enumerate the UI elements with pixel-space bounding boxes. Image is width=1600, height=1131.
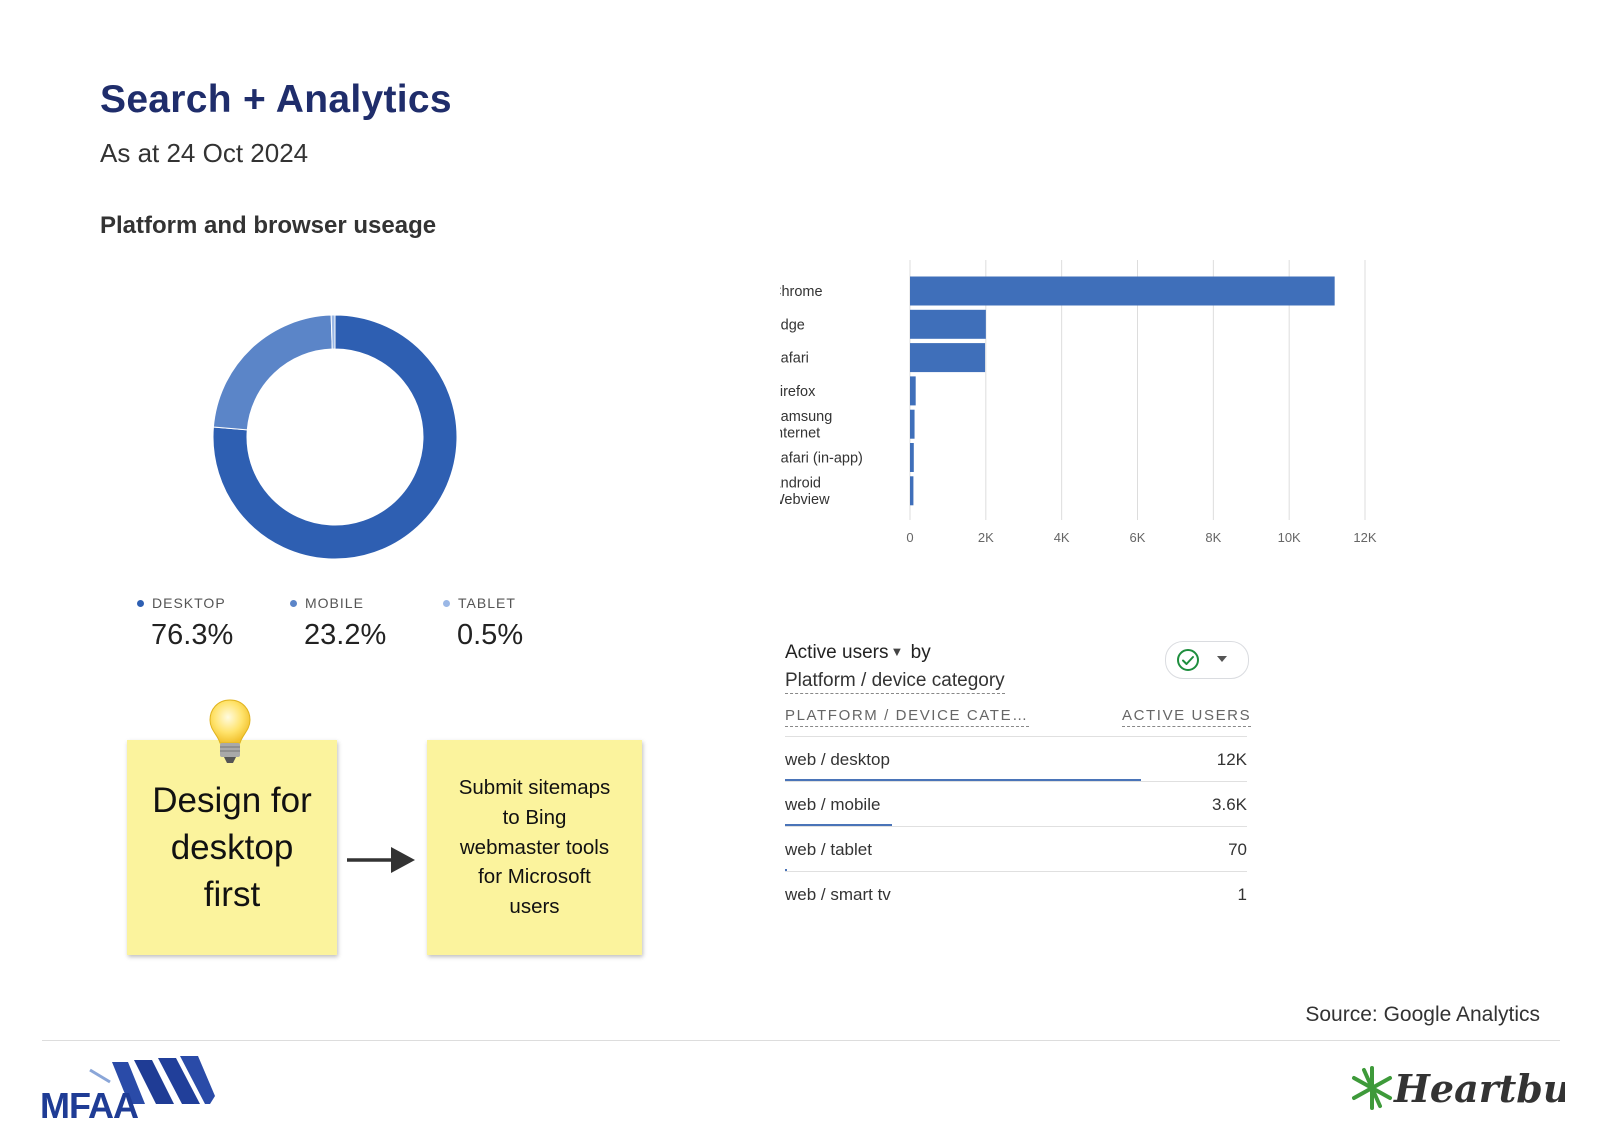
dropdown-arrow-icon	[1217, 656, 1227, 662]
metric-selector[interactable]: Active users	[785, 642, 889, 663]
row-active-users-value: 1	[1237, 885, 1247, 904]
category-label: SamsungInternet	[780, 409, 832, 442]
table-row[interactable]: web / desktop 12K	[785, 736, 1247, 782]
burst-icon	[1352, 1066, 1392, 1110]
legend-label: TABLET	[458, 595, 516, 611]
legend-label: DESKTOP	[152, 595, 226, 611]
source-note: Source: Google Analytics	[1305, 1003, 1540, 1026]
legend-item-desktop: DESKTOP 76.3%	[137, 595, 287, 652]
mfaa-logo-text: MFAA	[40, 1085, 139, 1122]
legend-label: MOBILE	[305, 595, 364, 611]
table-row[interactable]: web / smart tv 1	[785, 871, 1247, 916]
arrow-right-icon	[347, 847, 415, 873]
row-active-users-value: 3.6K	[1212, 795, 1247, 814]
legend-dot	[137, 599, 144, 607]
row-value-bar	[785, 824, 892, 827]
legend-value: 76.3%	[151, 619, 234, 651]
legend-item-mobile: MOBILE 23.2%	[290, 595, 440, 652]
row-platform-name: web / desktop	[785, 750, 890, 769]
sticky-note-submit-sitemaps: Submit sitemaps to Bing webmaster tools …	[427, 740, 642, 955]
lightbulb-icon	[209, 699, 251, 763]
column-header-platform[interactable]: PLATFORM / DEVICE CATE…	[785, 707, 1029, 727]
bar-edge	[910, 309, 986, 339]
donut-slice-mobile	[212, 314, 333, 431]
category-label: Safari	[780, 351, 809, 367]
x-tick-label: 8K	[1205, 530, 1221, 545]
row-platform-name: web / tablet	[785, 840, 872, 859]
row-active-users-value: 12K	[1216, 750, 1247, 769]
table-row[interactable]: web / mobile 3.6K	[785, 781, 1247, 827]
donut-slice-tablet	[330, 314, 336, 350]
bar-android-webview	[910, 476, 914, 506]
dimension-selector[interactable]: Platform / device category	[785, 670, 1005, 694]
bar-chrome	[910, 276, 1335, 306]
row-value-bar	[785, 869, 788, 872]
x-tick-label: 6K	[1130, 530, 1146, 545]
section-heading: Platform and browser useage	[100, 212, 437, 239]
x-tick-label: 2K	[978, 530, 994, 545]
active-users-table-body: web / desktop 12K web / mobile 3.6K web / ta…	[785, 736, 1247, 916]
active-users-title: Active users ▼ by	[785, 642, 931, 664]
category-label: Safari (in-app)	[780, 451, 863, 467]
table-row[interactable]: web / tablet 70	[785, 826, 1247, 872]
bar-safari	[910, 343, 986, 373]
heartburst-logo-text: Heartburst	[1393, 1066, 1565, 1111]
bar-firefox	[910, 376, 916, 406]
legend-dot	[290, 599, 297, 607]
category-label: Edge	[780, 317, 805, 333]
bar-samsung-internet	[910, 409, 915, 439]
row-active-users-value: 70	[1228, 840, 1247, 859]
donut-slice-desktop	[212, 314, 458, 560]
sticky-note-text: Submit sitemaps to Bing webmaster tools …	[458, 776, 611, 919]
footer-divider	[42, 1040, 1560, 1041]
sticky-note-design-desktop: Design for desktop first	[127, 740, 337, 955]
category-label: AndroidWebview	[780, 476, 830, 509]
x-tick-label: 12K	[1353, 530, 1376, 545]
legend-dot	[443, 599, 450, 607]
legend-item-tablet: TABLET 0.5%	[443, 595, 593, 652]
page-title: Search + Analytics	[100, 78, 452, 121]
category-label: Firefox	[780, 384, 816, 400]
legend-value: 23.2%	[304, 619, 387, 651]
sticky-note-text: Design for desktop first	[152, 780, 312, 915]
x-tick-label: 10K	[1278, 530, 1301, 545]
x-tick-label: 4K	[1054, 530, 1070, 545]
check-circle-icon	[1177, 649, 1199, 671]
bar-safari-in-app-	[910, 443, 914, 472]
mfaa-logo: MFAA	[40, 1056, 215, 1122]
row-platform-name: web / smart tv	[785, 885, 891, 904]
comparison-toggle-button[interactable]	[1165, 641, 1249, 679]
by-label: by	[910, 642, 931, 663]
row-value-bar	[785, 779, 1141, 782]
column-header-active-users[interactable]: ACTIVE USERS	[1122, 707, 1252, 727]
legend-value: 0.5%	[457, 619, 524, 651]
x-tick-label: 0	[906, 530, 913, 545]
platform-donut-chart	[212, 314, 458, 560]
browser-bar-chart: 0 2K 4K 6K 8K 10K 12K Chrome Edge Safari Firefox Sa…	[780, 260, 1377, 545]
row-platform-name: web / mobile	[785, 795, 881, 814]
heartburst-logo: Heartburst	[1352, 1066, 1565, 1111]
page-subtitle: As at 24 Oct 2024	[100, 138, 309, 168]
caret-down-icon[interactable]: ▼	[890, 644, 904, 659]
category-label: Chrome	[780, 284, 823, 300]
